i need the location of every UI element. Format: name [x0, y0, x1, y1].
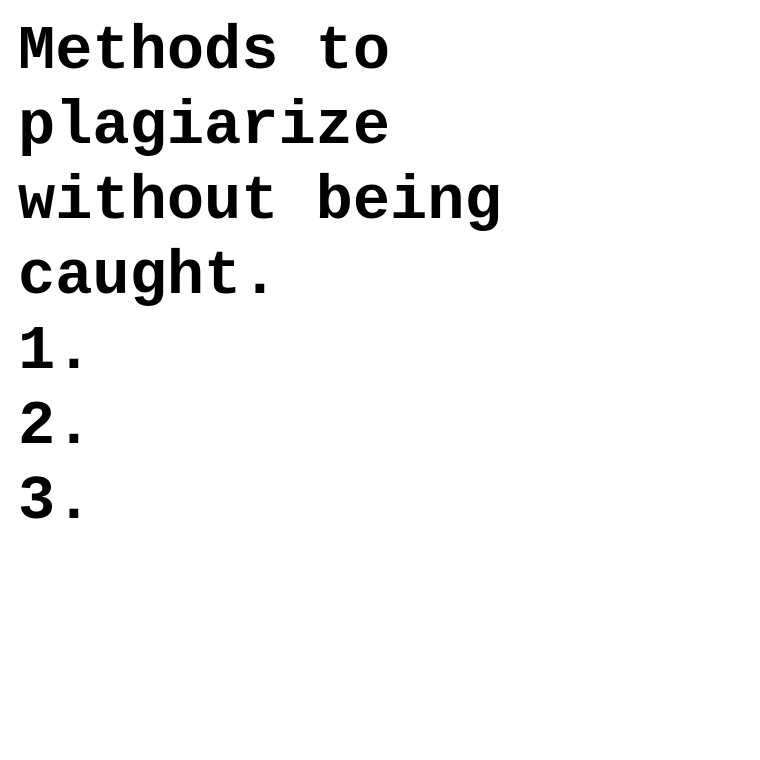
document-body: Methods to plagiarize without being caug…	[18, 14, 748, 539]
numbered-list: 1. 2. 3.	[18, 314, 748, 539]
list-item-1: 1.	[18, 316, 93, 387]
title-line-1: Methods to	[18, 16, 391, 87]
title-line-4: caught.	[18, 241, 279, 312]
title-line-2: plagiarize	[18, 91, 391, 162]
list-item-3: 3.	[18, 466, 93, 537]
document-title: Methods to plagiarize without being caug…	[18, 14, 748, 314]
list-item-2: 2.	[18, 391, 93, 462]
title-line-3: without being	[18, 166, 502, 237]
